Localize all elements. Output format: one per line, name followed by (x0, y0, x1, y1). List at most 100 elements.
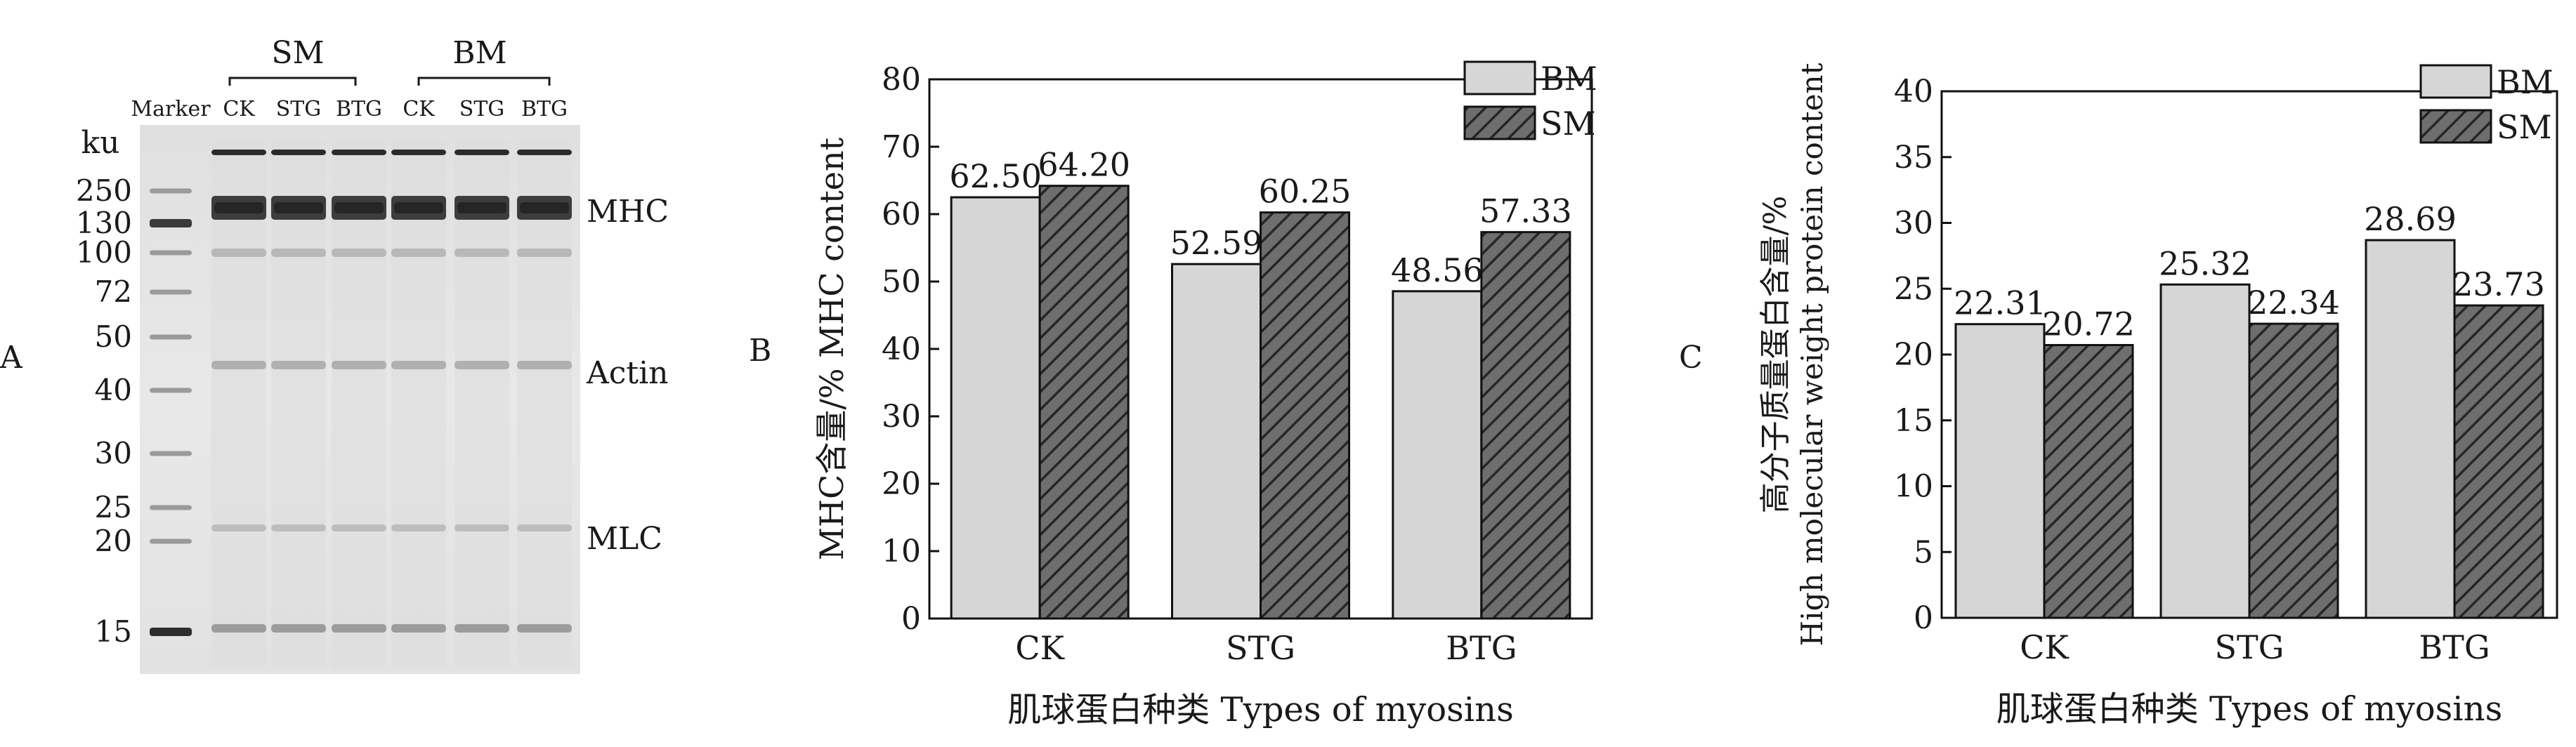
bar-bm-stg (2159, 283, 2251, 619)
data-label: 62.50 (949, 157, 1042, 195)
marker-label-30: 30 (95, 436, 132, 470)
x-axis-label: 肌球蛋白种类 Types of myosins (1007, 690, 1513, 729)
sample-band (517, 524, 572, 531)
group-label-sm: SM (271, 35, 324, 71)
legend-label-sm: SM (1541, 105, 1596, 143)
marker-band (150, 388, 192, 393)
bar-sm-stg (2248, 322, 2339, 619)
panel-a: A SM BM Marker CK STG BTG CK STG BTG ku 25013… (0, 35, 669, 674)
bar-bm-ck (950, 196, 1041, 620)
sample-band (271, 150, 326, 155)
x-tick-label: BTG (2419, 628, 2490, 666)
sample-band (455, 361, 509, 369)
sample-band (520, 202, 569, 213)
band-label-mhc: MHC (587, 194, 669, 230)
y-axis-label-cn: 高分子质量蛋白含量/% (1758, 196, 1793, 514)
sample-band (391, 361, 446, 369)
sample-lane (332, 140, 386, 667)
lane-label-ck-1: CK (223, 97, 255, 121)
sample-band (455, 249, 509, 257)
y-tick-label: 15 (1894, 403, 1933, 439)
marker-band (150, 219, 192, 227)
y-tick-label: 80 (882, 62, 921, 98)
bar-bm-ck (1954, 323, 2046, 619)
sample-band (274, 202, 323, 213)
sample-band (211, 624, 266, 633)
sample-band (394, 202, 443, 213)
marker-label-50: 50 (95, 319, 132, 354)
bar-bm-btg (2365, 239, 2456, 619)
sample-band (517, 249, 572, 257)
marker-band (150, 538, 192, 544)
unit-label: ku (81, 125, 120, 161)
data-label: 64.20 (1038, 146, 1130, 184)
data-label: 28.69 (2364, 200, 2457, 238)
sample-lane (517, 140, 572, 667)
y-tick-label: 60 (882, 197, 921, 232)
y-tick-label: 20 (882, 466, 921, 502)
y-tick-label: 40 (882, 331, 921, 367)
marker-label-72: 72 (95, 275, 132, 309)
marker-label-15: 15 (95, 614, 132, 649)
sample-band (455, 524, 509, 531)
sample-band (332, 624, 386, 633)
sample-band (517, 150, 572, 155)
sample-band (334, 202, 384, 213)
sample-band (271, 524, 326, 531)
sample-band (391, 524, 446, 531)
marker-label-100: 100 (76, 235, 132, 270)
bar-sm-btg (1480, 231, 1571, 620)
sample-band (271, 249, 326, 257)
sample-band (332, 150, 386, 155)
band-label-actin: Actin (586, 355, 669, 391)
marker-label-40: 40 (95, 373, 132, 407)
y-tick-label: 0 (1914, 600, 1933, 636)
sample-band (391, 624, 446, 633)
sample-band (211, 361, 266, 369)
y-tick-label: 25 (1894, 271, 1933, 307)
marker-band (150, 334, 192, 340)
marker-band (150, 628, 192, 636)
bar-bm-stg (1171, 263, 1262, 620)
sample-band (211, 524, 266, 531)
marker-label-130: 130 (76, 206, 132, 240)
lane-label-ck-4: CK (403, 97, 435, 121)
sample-band (517, 361, 572, 369)
data-label: 20.72 (2042, 305, 2135, 343)
sample-band (211, 249, 266, 257)
sample-band (332, 361, 386, 369)
panel-c-letter: C (1679, 340, 1703, 376)
marker-band (150, 188, 192, 194)
sample-lane (211, 140, 266, 667)
sample-lane (391, 140, 446, 667)
marker-band (150, 505, 192, 510)
y-tick-label: 70 (882, 129, 921, 165)
lane-label-stg-5: STG (459, 97, 505, 121)
legend-swatch-bm (2419, 64, 2492, 99)
sample-band (211, 150, 266, 155)
data-label: 22.31 (1954, 284, 2046, 322)
sample-band (455, 150, 509, 155)
marker-band (150, 289, 192, 295)
y-tick-label: 40 (1894, 74, 1933, 110)
legend-swatch-bm (1463, 60, 1536, 95)
y-tick-label: 10 (882, 534, 921, 569)
x-tick-label: STG (2215, 628, 2284, 666)
bar-sm-ck (2043, 344, 2134, 619)
x-tick-label: CK (1015, 629, 1065, 667)
legend-swatch-sm (2419, 109, 2492, 144)
sample-band (271, 624, 326, 633)
sample-lane (271, 140, 326, 667)
sample-band (271, 361, 326, 369)
data-label: 23.73 (2452, 265, 2545, 303)
y-tick-label: 20 (1894, 337, 1933, 373)
lane-label-btg-3: BTG (336, 97, 382, 121)
marker-lane-label: Marker (131, 97, 211, 121)
y-axis-label: MHC含量/% MHC content (813, 137, 851, 560)
sample-band (455, 624, 509, 633)
band-label-mlc: MLC (587, 521, 662, 557)
